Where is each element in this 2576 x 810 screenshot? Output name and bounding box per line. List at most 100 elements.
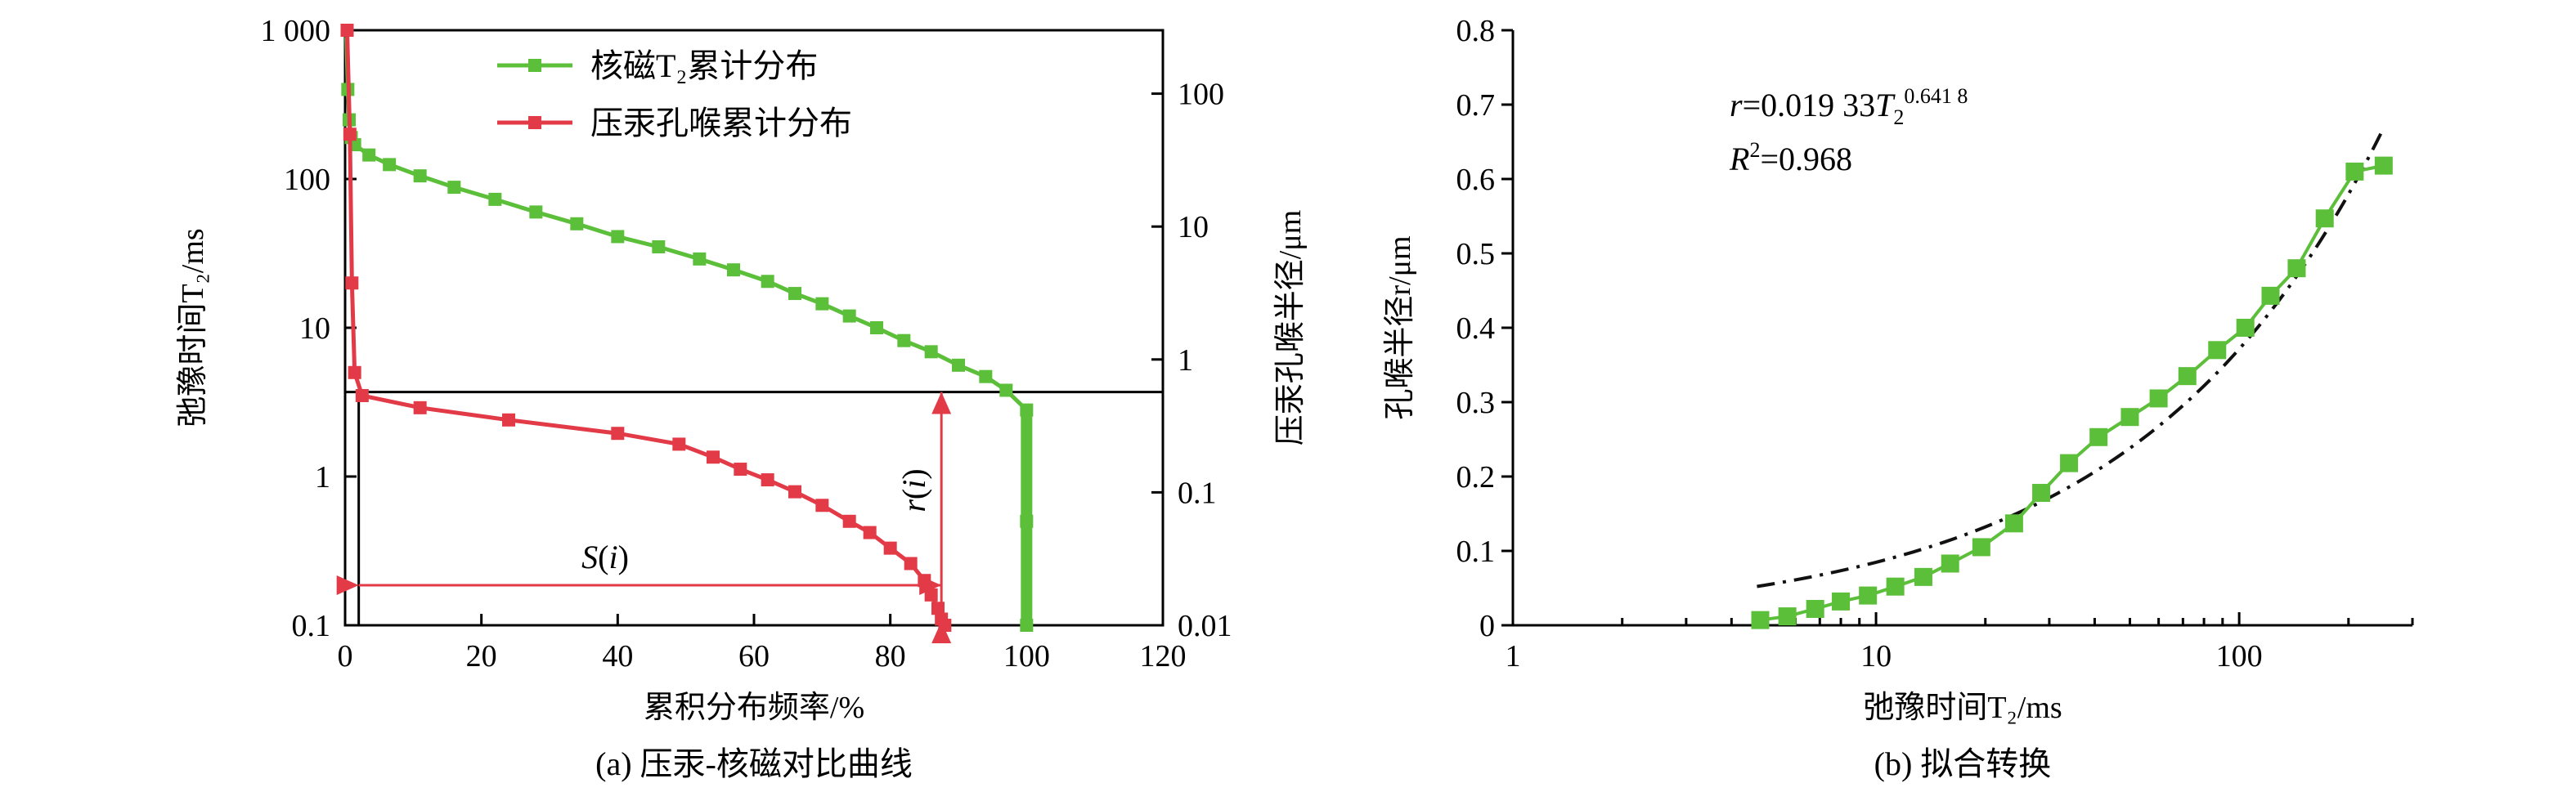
panel-b-x-tick-label: 1 xyxy=(1506,639,1521,674)
panel-a-mercury-point xyxy=(761,473,774,487)
panel-a-mercury-point xyxy=(904,557,918,571)
panel-b-x-tick-label: 100 xyxy=(2216,639,2263,674)
panel-b-point xyxy=(2120,408,2139,427)
panel-a-nmr-point xyxy=(924,345,938,359)
panel-b-y-tick-label: 0.4 xyxy=(1456,311,1496,346)
panel-a-s-i-label: S(i) xyxy=(581,539,629,575)
panel-b-point xyxy=(2315,209,2334,228)
panel-a-mercury-point xyxy=(355,388,369,402)
panel-a-x-tick-label: 80 xyxy=(875,639,906,674)
panel-a-nmr-point xyxy=(611,230,625,244)
panel-a-mercury-point xyxy=(413,401,427,414)
panel-a-nmr-point xyxy=(362,148,376,162)
panel-b-point xyxy=(1832,592,1851,611)
legend-label: 核磁T₂累计分布 xyxy=(590,47,818,84)
panel-b: 1 10 100 0 0.1 0.2 0.3 0.4 0.5 0.6 0.7 0.8 r=0.019… xyxy=(1383,14,2414,782)
panel-b-y-tick-label: 0.1 xyxy=(1456,535,1496,569)
panel-a-x-tick-label: 60 xyxy=(738,639,770,674)
panel-b-caption: (b) 拟合转换 xyxy=(1874,745,2052,782)
panel-a-nmr-point xyxy=(842,309,856,323)
panel-a-nmr-point xyxy=(447,181,461,195)
legend-marker xyxy=(528,59,541,72)
panel-b-point xyxy=(2374,156,2393,175)
panel-b-x-axis-label: 弛豫时间T₂/ms xyxy=(1863,691,2062,725)
panel-a-left-y-tick-label: 1 xyxy=(315,460,330,495)
panel-b-point xyxy=(1859,586,1878,605)
panel-b-y-axis-label: 孔喉半径r/μm xyxy=(1383,235,1417,419)
panel-a-nmr-point xyxy=(488,192,502,206)
panel-a-mercury-point xyxy=(815,499,829,512)
panel-b-point xyxy=(2261,286,2280,305)
panel-a-left-y-tick-label: 10 xyxy=(299,311,330,346)
panel-a-nmr-point xyxy=(897,333,911,347)
panel-a-mercury-point xyxy=(672,437,686,451)
panel-b-r-squared: R2=0.968 xyxy=(1729,138,1852,177)
panel-a-mercury-point xyxy=(788,485,801,499)
panel-a-right-y-tick-label: 0.01 xyxy=(1178,609,1232,643)
panel-b-point xyxy=(1751,611,1770,629)
panel-a-nmr-point xyxy=(383,158,397,172)
panel-b-y-tick-label: 0.2 xyxy=(1456,460,1496,495)
panel-a-nmr-point xyxy=(761,275,774,289)
panel-a-nmr-point xyxy=(788,287,801,301)
panel-a-nmr-point xyxy=(693,252,707,266)
panel-b-point xyxy=(2178,367,2197,386)
panel-b-point xyxy=(2287,259,2306,278)
panel-a-x-tick-label: 0 xyxy=(338,639,353,674)
panel-a-mercury-point xyxy=(918,574,931,588)
panel-b-y-tick-label: 0 xyxy=(1479,609,1495,643)
panel-b-point xyxy=(2208,341,2227,360)
panel-a-nmr-point xyxy=(870,321,883,334)
panel-a-x-tick-label: 100 xyxy=(1003,639,1050,674)
panel-a: 0 20 40 60 80 100 120 0.1 1 10 100 1 000 0.01 0.1 1 1… xyxy=(176,14,1308,782)
panel-b-point xyxy=(1941,554,1959,573)
panel-b-point xyxy=(2236,319,2255,337)
panel-b-point xyxy=(2345,162,2364,181)
panel-b-y-tick-label: 0.8 xyxy=(1456,14,1496,48)
panel-a-x-tick-label: 20 xyxy=(466,639,497,674)
panel-b-x-tick-label: 10 xyxy=(1860,639,1892,674)
panel-b-y-tick-label: 0.3 xyxy=(1456,386,1496,420)
panel-a-mercury-point xyxy=(842,514,856,528)
panel-a-nmr-point xyxy=(999,383,1013,397)
panel-b-equation: r=0.019 33T20.641 8 xyxy=(1730,84,1968,129)
legend-label: 压汞孔喉累计分布 xyxy=(590,105,852,141)
panel-a-mercury-point xyxy=(863,526,877,539)
panel-a-mercury-point xyxy=(340,24,354,37)
panel-b-point xyxy=(1914,567,1932,586)
panel-a-mercury-point xyxy=(931,602,945,615)
panel-a-right-y-tick-label: 10 xyxy=(1178,210,1209,244)
panel-a-nmr-point xyxy=(413,169,427,183)
panel-a-nmr-point xyxy=(570,217,584,230)
panel-b-y-tick-label: 0.5 xyxy=(1456,237,1496,271)
panel-b-point xyxy=(2089,427,2108,446)
panel-a-mercury-point xyxy=(343,128,357,141)
panel-a-r-i-label: r(i) xyxy=(895,468,932,512)
panel-a-right-y-tick-label: 0.1 xyxy=(1178,476,1217,510)
panel-a-x-tick-label: 40 xyxy=(602,639,633,674)
panel-b-series-line xyxy=(1760,163,2385,622)
panel-b-y-tick-label: 0.6 xyxy=(1456,163,1496,197)
legend-marker xyxy=(528,116,541,129)
panel-a-left-y-tick-label: 100 xyxy=(284,163,330,197)
panel-a-nmr-point xyxy=(979,369,993,383)
panel-a-mercury-point xyxy=(348,365,361,379)
panel-b-fit-curve xyxy=(1757,127,2385,588)
panel-b-point xyxy=(1806,599,1824,618)
panel-a-left-y-tick-label: 1 000 xyxy=(261,14,331,48)
panel-b-point xyxy=(2032,484,2051,503)
panel-a-right-y-axis-label: 压汞孔喉半径/μm xyxy=(1273,210,1308,446)
panel-a-mercury-point xyxy=(611,427,625,441)
panel-a-caption: (a) 压汞-核磁对比曲线 xyxy=(595,745,913,782)
panel-b-point xyxy=(1886,577,1905,596)
panel-a-mercury-point xyxy=(502,413,515,427)
panel-b-point xyxy=(2149,389,2168,408)
panel-a-mercury-point xyxy=(345,276,359,290)
panel-a-left-y-tick-label: 0.1 xyxy=(292,609,331,643)
panel-a-mercury-point xyxy=(938,619,952,632)
panel-b-point xyxy=(2004,514,2023,533)
panel-b-point xyxy=(1778,607,1797,626)
panel-a-x-tick-label: 120 xyxy=(1140,639,1187,674)
panel-a-nmr-point xyxy=(815,297,829,311)
